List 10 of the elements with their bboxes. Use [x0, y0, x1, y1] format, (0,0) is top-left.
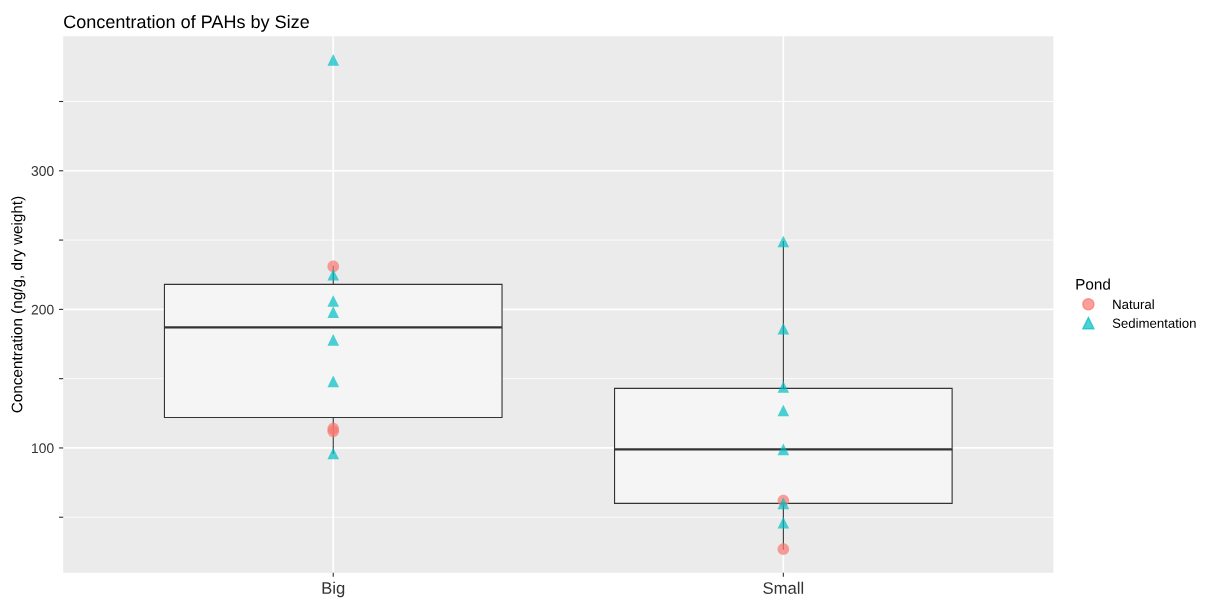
- y-tick-label: 100: [32, 443, 54, 454]
- y-tick-label: 300: [31, 166, 54, 176]
- y-axis-title: Concentration (ng/g, dry weight): [11, 196, 26, 413]
- x-tick-label: Big: [322, 581, 345, 598]
- legend-label: Natural: [1113, 299, 1154, 310]
- legend-title: Pond: [1076, 278, 1110, 290]
- legend-label: Sedimentation: [1112, 318, 1196, 328]
- chart-title: Concentration of PAHs by Size: [64, 14, 309, 32]
- x-tick-label: Small: [763, 581, 804, 594]
- y-tick-label: 200: [31, 304, 54, 315]
